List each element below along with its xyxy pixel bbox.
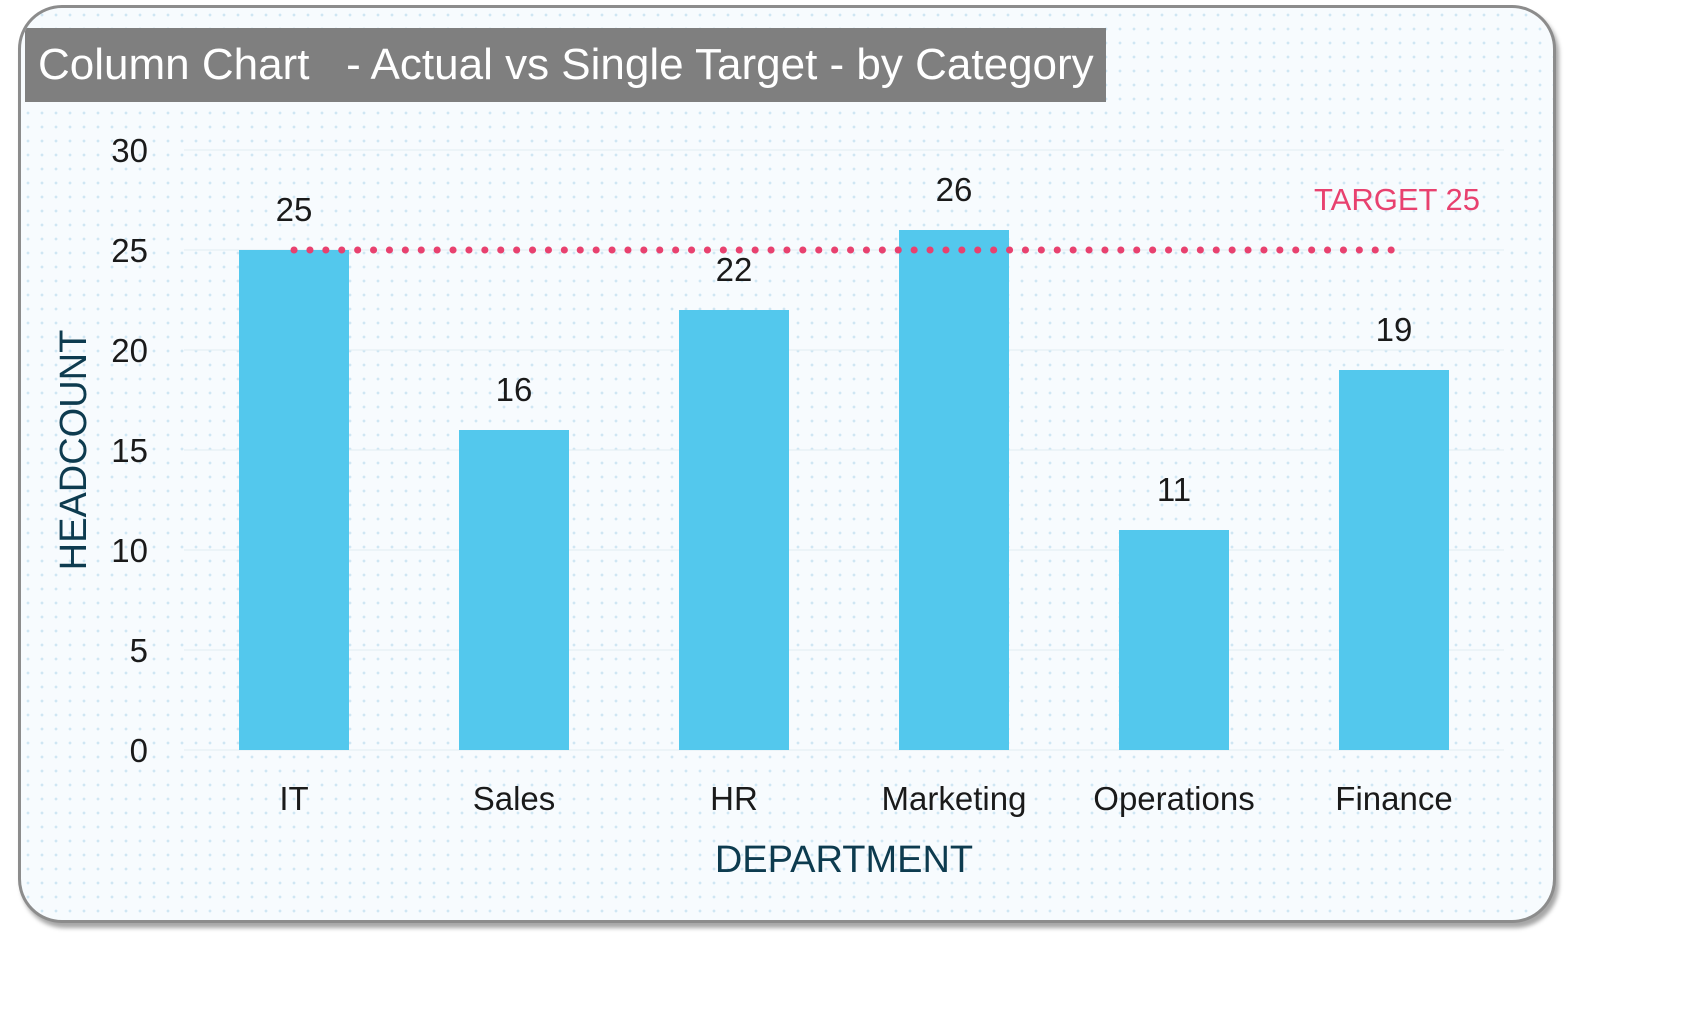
y-tick-label: 10 bbox=[111, 532, 148, 569]
bar-sales bbox=[459, 430, 569, 750]
y-tick-label: 5 bbox=[130, 632, 148, 669]
y-tick-label: 15 bbox=[111, 432, 148, 469]
x-tick-label: IT bbox=[279, 780, 308, 817]
data-label: 19 bbox=[1376, 311, 1413, 348]
bar-finance bbox=[1339, 370, 1449, 750]
y-tick-label: 0 bbox=[130, 732, 148, 769]
data-label: 11 bbox=[1157, 471, 1191, 508]
bar-operations bbox=[1119, 530, 1229, 750]
x-tick-label: Marketing bbox=[882, 780, 1027, 817]
bar-hr bbox=[679, 310, 789, 750]
bars bbox=[239, 230, 1449, 750]
x-axis-title: DEPARTMENT bbox=[715, 839, 973, 881]
target-label: TARGET 25 bbox=[1314, 182, 1480, 217]
gridlines bbox=[184, 149, 1504, 751]
data-label: 26 bbox=[936, 171, 973, 208]
data-labels: 25 16 22 26 11 19 bbox=[276, 171, 1413, 508]
chart-title: Column Chart - Actual vs Single Target -… bbox=[25, 28, 1106, 102]
y-tick-label: 25 bbox=[111, 232, 148, 269]
x-axis-ticks: IT Sales HR Marketing Operations Finance bbox=[279, 780, 1452, 817]
y-axis-title: HEADCOUNT bbox=[53, 330, 95, 571]
y-tick-label: 20 bbox=[111, 332, 148, 369]
data-label: 16 bbox=[496, 371, 533, 408]
data-label: 22 bbox=[716, 251, 753, 288]
bar-it bbox=[239, 250, 349, 750]
x-tick-label: Operations bbox=[1093, 780, 1254, 817]
x-tick-label: HR bbox=[710, 780, 758, 817]
data-label: 25 bbox=[276, 191, 313, 228]
bar-marketing bbox=[899, 230, 1009, 750]
y-axis-ticks: 0 5 10 15 20 25 30 bbox=[111, 132, 148, 769]
y-tick-label: 30 bbox=[111, 132, 148, 169]
x-tick-label: Sales bbox=[473, 780, 556, 817]
x-tick-label: Finance bbox=[1335, 780, 1452, 817]
